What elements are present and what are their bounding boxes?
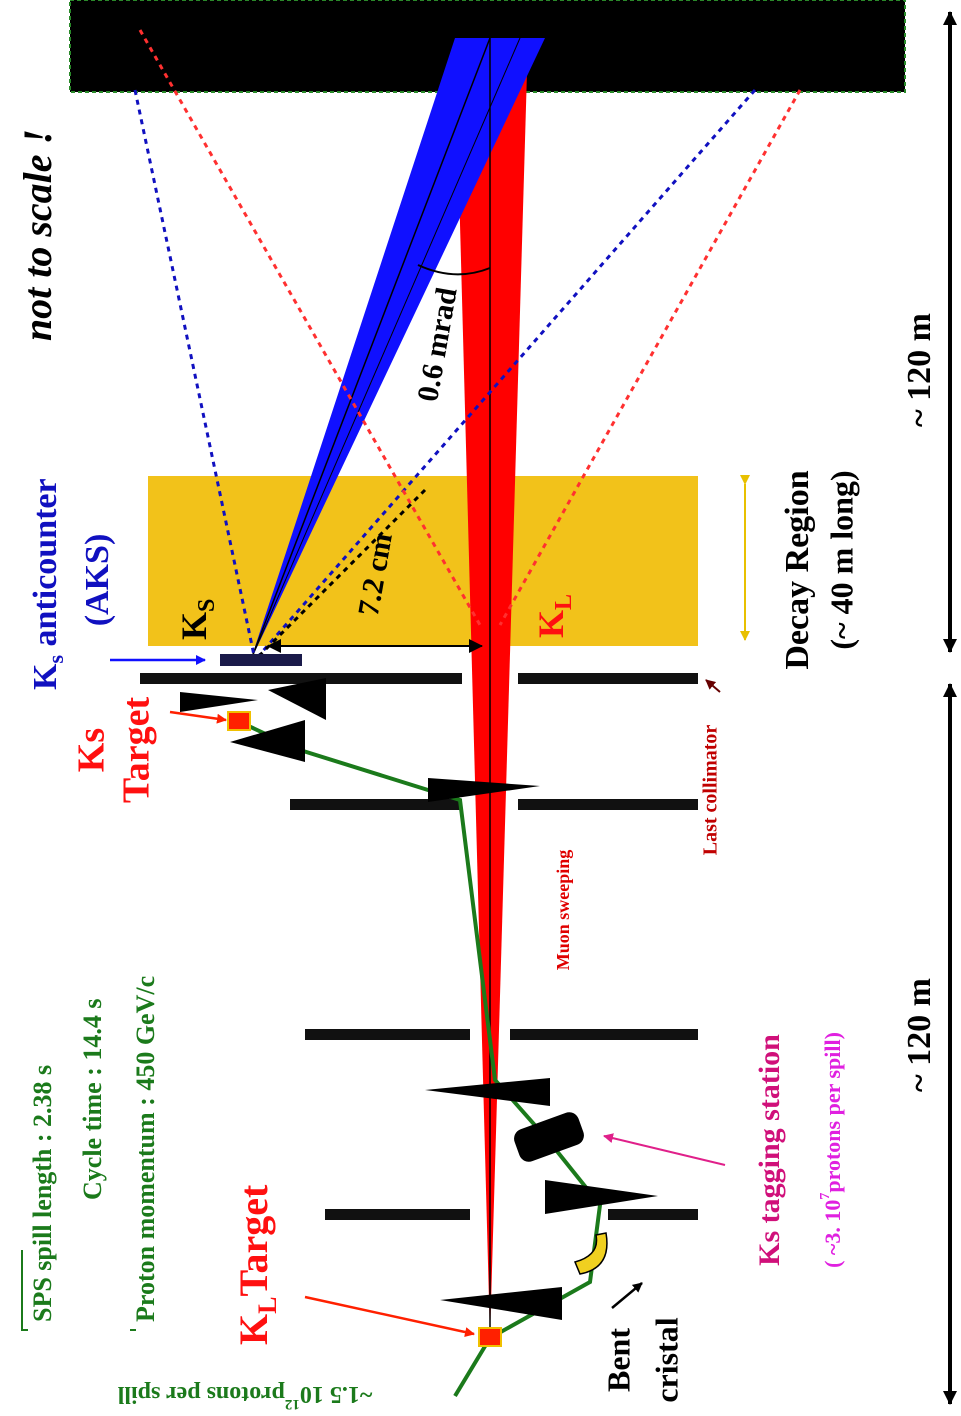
- collimator: [325, 1209, 470, 1220]
- angle-arc: [417, 264, 491, 276]
- magnet: [428, 778, 540, 802]
- note: not to scale !: [15, 129, 60, 341]
- label-part: Target: [231, 1184, 276, 1297]
- ks-beam-label: KS: [174, 599, 219, 640]
- collimator-label: Last collimator: [700, 725, 722, 856]
- label-sub: L: [253, 1297, 282, 1314]
- label-sub: s: [43, 655, 68, 664]
- anticounter-label: Ks anticounter: [27, 478, 68, 690]
- acceptance: [133, 29, 802, 662]
- magnet: [425, 1078, 550, 1106]
- tagging-station: [514, 1112, 584, 1162]
- dashed-line: [253, 488, 427, 662]
- ks-target: [227, 711, 251, 731]
- dashed-line: [138, 29, 482, 626]
- collimator: [290, 799, 462, 810]
- magnet: [545, 1180, 658, 1214]
- label-part: K: [174, 612, 214, 640]
- collimator: [510, 1029, 698, 1040]
- label-sub: L: [551, 594, 577, 610]
- pointer-arrow: [603, 1133, 726, 1166]
- dashed-line: [253, 89, 757, 661]
- label-sub: S: [194, 599, 220, 612]
- label-part: K: [27, 663, 64, 690]
- length-label: ~ 120 m: [901, 978, 938, 1092]
- bent-label: cristal: [648, 1317, 684, 1402]
- ks-target-label: Ks: [71, 728, 113, 772]
- label-part: K: [531, 610, 571, 638]
- label-part: ~1.5 10: [300, 1381, 372, 1407]
- collimator: [305, 1029, 470, 1040]
- kl-target: [478, 1327, 502, 1347]
- sps-line: Cycle time : 14.4 s: [78, 999, 107, 1200]
- sps-line: Proton momentum : 450 GeV/c: [131, 976, 160, 1322]
- label-part: protons per spill): [820, 1032, 845, 1193]
- collimator: [608, 1209, 698, 1220]
- label-part: ( ~3. 10: [820, 1200, 845, 1268]
- kl-target-label: KLTarget: [231, 1184, 282, 1345]
- magnets: [180, 678, 658, 1320]
- collimators: [140, 673, 698, 1220]
- sweeping-label: Muon sweeping: [553, 850, 573, 971]
- ks-target-label: Target: [116, 697, 158, 804]
- collimator: [518, 799, 698, 810]
- bent-crystal: [573, 1232, 608, 1275]
- ks-axis: [249, 37, 491, 663]
- label-part: K: [231, 1314, 276, 1345]
- length-label: ~ 120 m: [901, 313, 938, 427]
- pointer-arrow: [611, 1282, 643, 1309]
- bent-label: Bent: [600, 1328, 636, 1392]
- pointer-arrow: [169, 710, 227, 724]
- tagging-label: Ks tagging station: [753, 1034, 786, 1266]
- kl-beam: [455, 38, 528, 1338]
- ks-beam: [250, 38, 545, 662]
- label-part: anticounter: [27, 478, 64, 655]
- sps-line: SPS spill length : 2.38 s: [28, 1065, 57, 1322]
- collimator: [518, 673, 698, 684]
- label-sup: 12: [285, 1396, 300, 1412]
- sps-bracket: [21, 1250, 136, 1331]
- magnet: [180, 692, 258, 712]
- magnet: [440, 1287, 562, 1320]
- ks-axis-2: [249, 37, 521, 663]
- dashed-line: [498, 89, 802, 626]
- pointer-arrow: [705, 679, 721, 693]
- magnet: [230, 720, 305, 762]
- decay-region-box: [148, 476, 698, 646]
- anticounter-abbr: (AKS): [79, 534, 116, 627]
- dashed-line: [133, 89, 257, 661]
- label-sup: 7: [818, 1193, 833, 1200]
- aks-detector: [220, 654, 302, 666]
- kl-beam-label: KL: [531, 594, 576, 638]
- collimator: [140, 673, 462, 684]
- label-part: protons per spill: [117, 1381, 284, 1407]
- tagging-rate: ( ~3. 107protons per spill): [818, 1032, 845, 1268]
- decay-title: Decay Region: [779, 470, 816, 669]
- proton-rate: ~1.5 1012protons per spill: [117, 1381, 372, 1411]
- decay-subtitle: (~ 40 m long): [823, 470, 859, 649]
- magnet: [268, 678, 326, 720]
- pointer-arrow: [304, 1295, 475, 1337]
